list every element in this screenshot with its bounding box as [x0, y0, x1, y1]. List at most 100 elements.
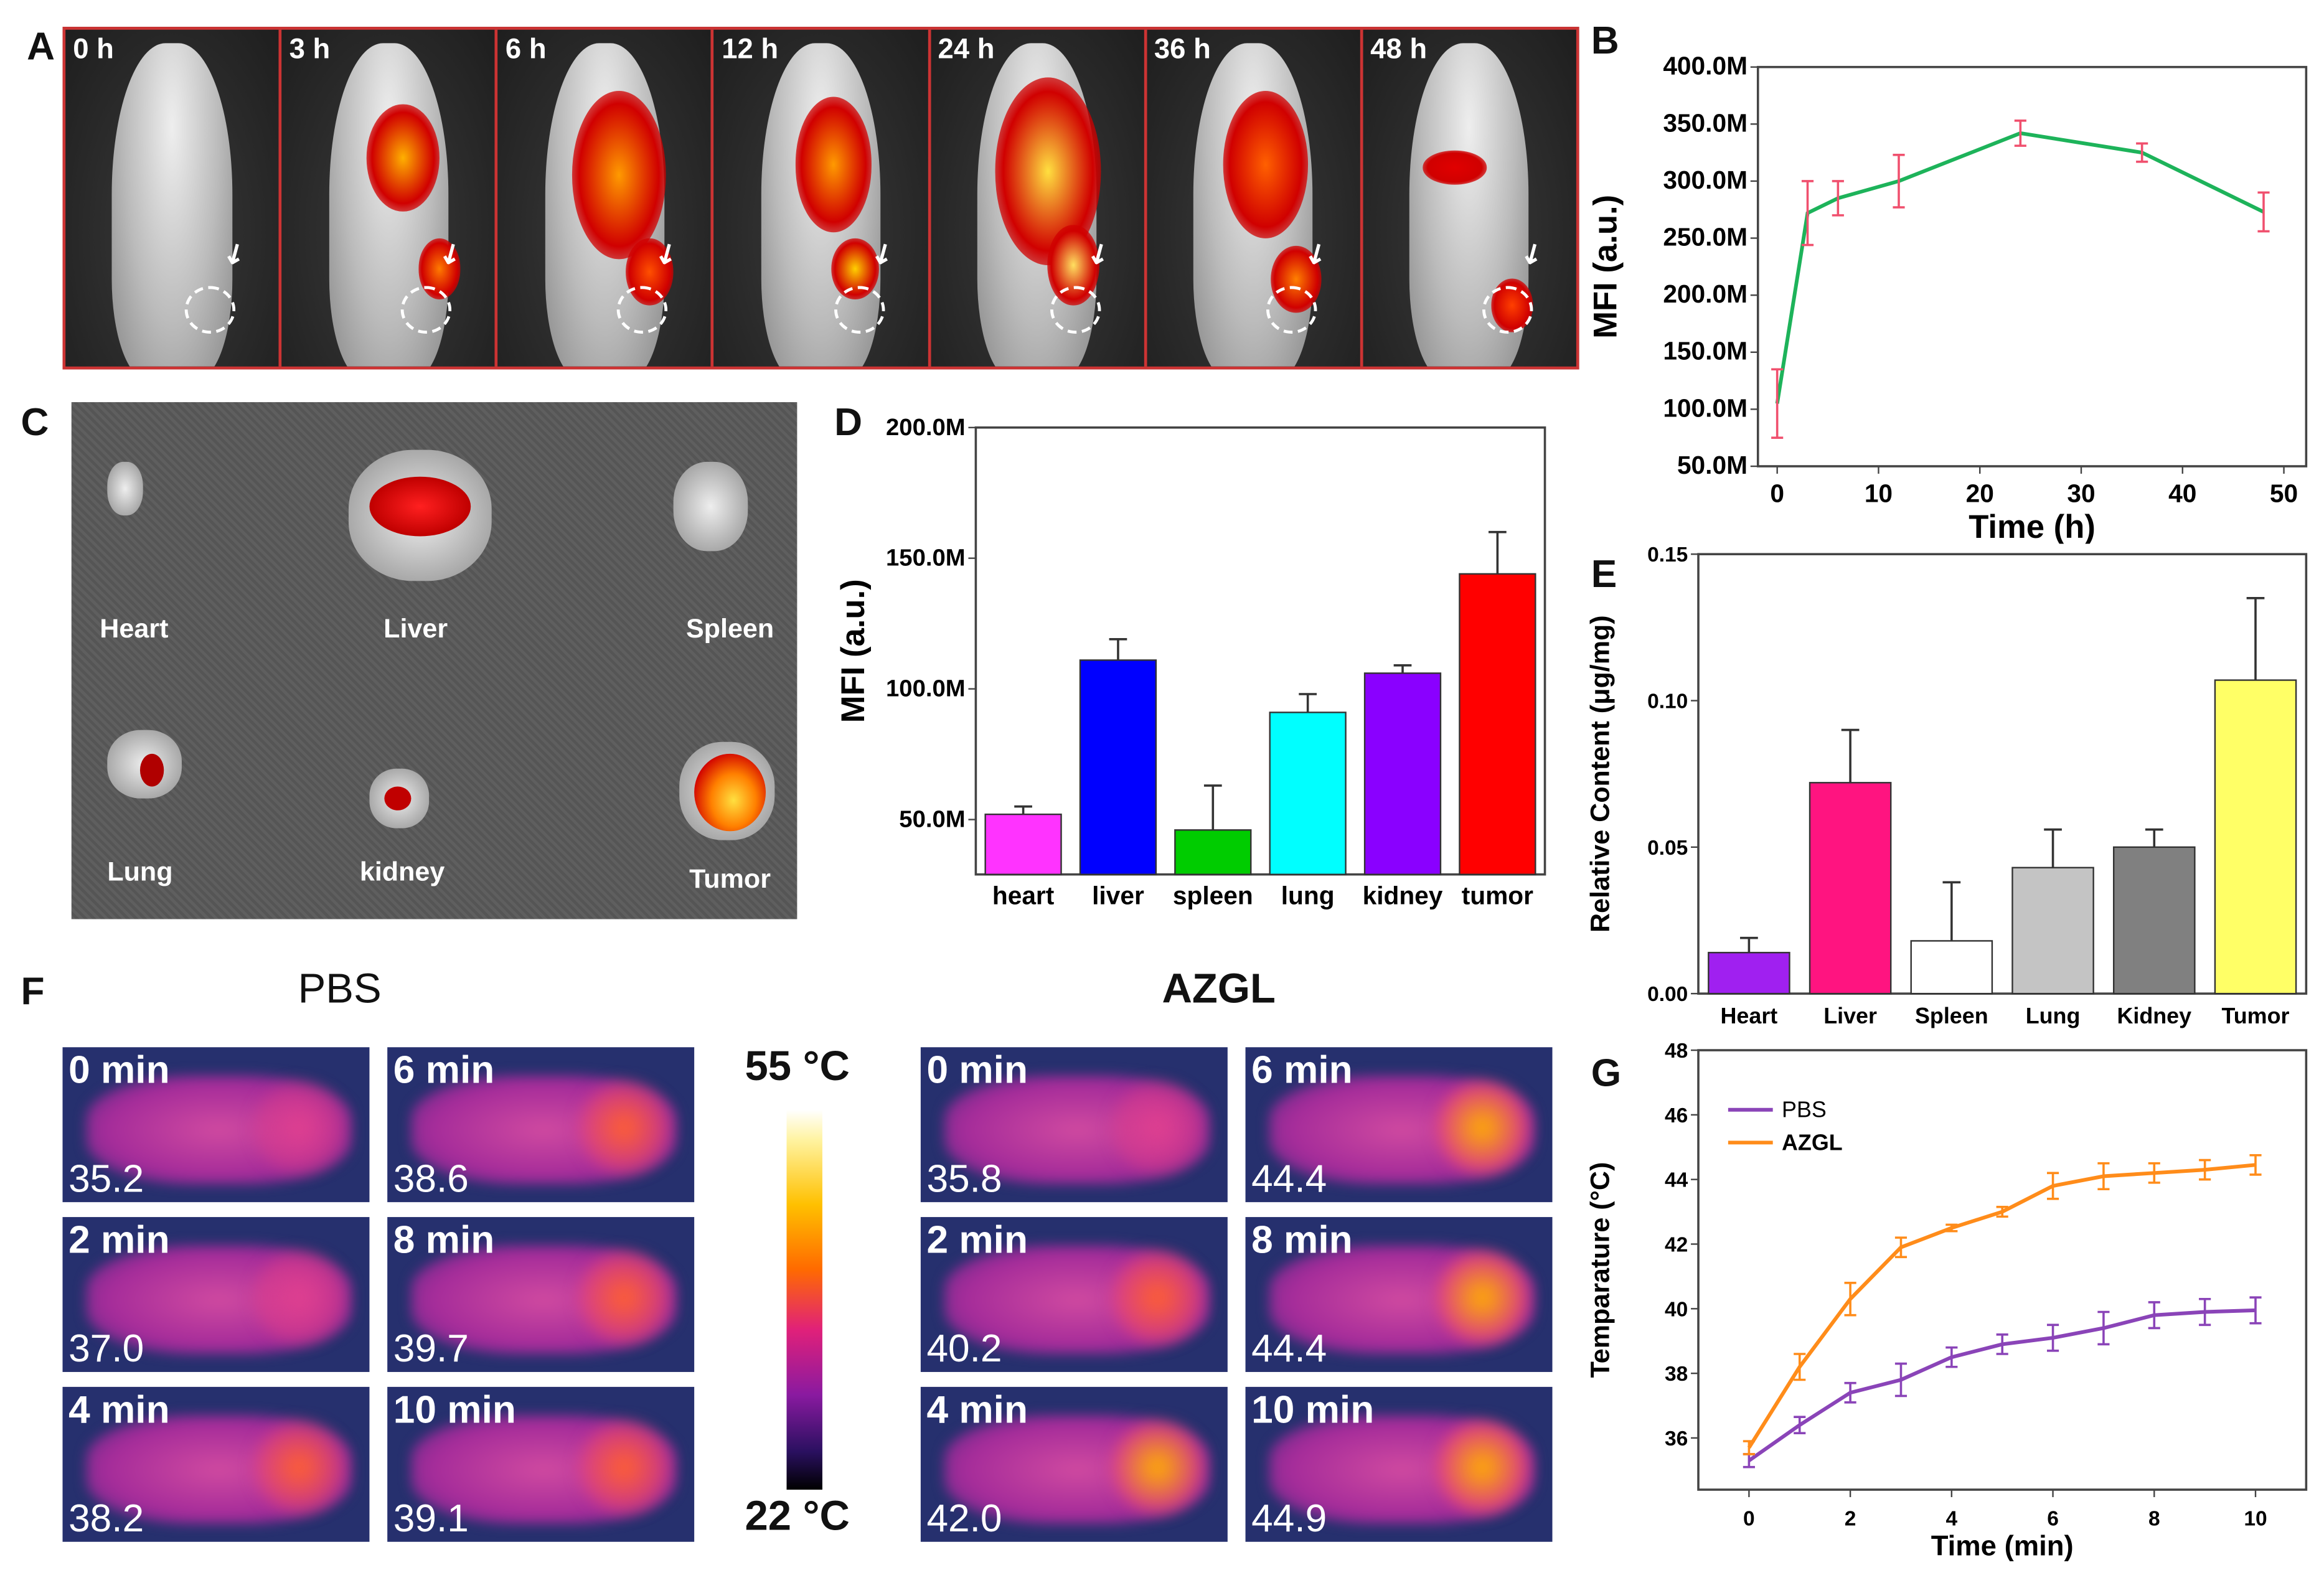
plot-frame — [1697, 553, 2308, 995]
hot-spot — [1111, 1251, 1203, 1345]
x-tick-label: Liver — [1823, 1003, 1877, 1028]
panel-label-d: D — [834, 399, 863, 444]
tile-temperature: 44.4 — [1251, 1325, 1327, 1371]
panel-label-b: B — [1591, 17, 1619, 63]
tumor-circle — [617, 285, 669, 334]
tile-time: 6 min — [393, 1047, 495, 1093]
y-tick-label: 40 — [1665, 1298, 1688, 1321]
tumor-circle — [401, 285, 452, 334]
x-axis-label: Time (h) — [1969, 509, 2096, 544]
x-tick-label: Lung — [2026, 1003, 2081, 1028]
panel-label-a: A — [27, 24, 55, 69]
hot-spot — [253, 1421, 346, 1514]
bar-lung — [2011, 867, 2094, 995]
tile-time: 2 min — [68, 1217, 170, 1262]
imaging-frame: ↙ 0 h — [65, 29, 282, 367]
fluorescence-signal — [795, 96, 872, 232]
y-tick-label: 300.0M — [1663, 166, 1748, 194]
panel-label-e: E — [1591, 551, 1617, 596]
tile-time: 10 min — [393, 1386, 516, 1432]
x-tick-label: Tumor — [2222, 1003, 2290, 1028]
in-vivo-imaging-strip: ↙ 0 h ↙ 3 h ↙ 6 h ↙ 12 h ↙ 24 h ↙ 36 h ↙ 48 h — [62, 27, 1579, 370]
thermal-tile: 10 min 44.9 — [1245, 1386, 1553, 1542]
azgl-title: AZGL — [1162, 965, 1276, 1012]
tumor-circle — [1050, 285, 1101, 334]
hot-spot — [577, 1251, 670, 1345]
x-tick-label: 8 — [2148, 1507, 2160, 1530]
organ-spleen-image — [673, 461, 748, 552]
tile-temperature: 44.9 — [1251, 1495, 1327, 1541]
tile-time: 4 min — [68, 1386, 170, 1432]
y-axis-label: Temparature (°C) — [1585, 1162, 1615, 1378]
y-tick-label: 36 — [1665, 1427, 1688, 1450]
frame-time-label: 6 h — [505, 34, 547, 66]
y-tick-label: 250.0M — [1663, 223, 1748, 251]
bar-lung — [1269, 712, 1347, 875]
bar-heart — [984, 813, 1062, 875]
bar-liver — [1079, 659, 1157, 875]
ex-vivo-organ-image: Heart Liver Spleen Lung kidney Tumor — [71, 402, 797, 919]
frame-time-label: 12 h — [722, 34, 779, 66]
y-tick-label: 46 — [1665, 1104, 1688, 1127]
organ-label: kidney — [359, 856, 445, 886]
x-tick-label: 20 — [1966, 479, 1994, 507]
organ-label: Tumor — [689, 863, 771, 894]
y-tick-label: 38 — [1665, 1363, 1688, 1386]
tile-temperature: 42.0 — [926, 1495, 1002, 1541]
x-tick-label: 0 — [1743, 1507, 1755, 1530]
tile-time: 0 min — [926, 1047, 1028, 1093]
tile-temperature: 38.2 — [68, 1495, 144, 1541]
imaging-frame: ↙ 36 h — [1146, 29, 1363, 367]
chart-b-mfi-time: 50.0M 100.0M 150.0M 200.0M 250.0M 300.0M 350.0… — [1587, 52, 2308, 544]
organ-kidney-image — [369, 768, 430, 829]
fluorescence-signal — [572, 90, 667, 259]
tumor-circle — [1482, 285, 1533, 334]
x-tick-label: kidney — [1363, 881, 1443, 910]
tile-temperature: 44.4 — [1251, 1155, 1327, 1201]
tile-time: 8 min — [393, 1217, 495, 1262]
thermal-tile: 8 min 44.4 — [1245, 1217, 1553, 1372]
legend-label: AZGL — [1782, 1130, 1843, 1155]
tile-time: 2 min — [926, 1217, 1028, 1262]
y-tick-label: 0.00 — [1647, 983, 1688, 1006]
thermal-tile: 0 min 35.8 — [920, 1047, 1228, 1203]
y-tick-label: 0.10 — [1647, 690, 1688, 713]
tile-time: 8 min — [1251, 1217, 1353, 1262]
organ-lung-image — [107, 730, 182, 799]
x-axis-label: Time (min) — [1931, 1530, 2074, 1561]
imaging-frame: ↙ 3 h — [281, 29, 498, 367]
panel-label-f: F — [21, 968, 45, 1013]
x-tick-label: 40 — [2168, 479, 2196, 507]
y-tick-label: 100.0M — [886, 675, 966, 702]
thermal-tile: 6 min 38.6 — [387, 1047, 695, 1203]
thermal-tile: 4 min 42.0 — [920, 1386, 1228, 1542]
hot-spot — [1436, 1421, 1528, 1514]
plot-frame — [974, 426, 1546, 876]
y-tick-label: 50.0M — [1677, 451, 1748, 479]
frame-time-label: 0 h — [73, 34, 114, 66]
tumor-circle — [834, 285, 885, 334]
hot-spot — [577, 1421, 670, 1514]
bar-spleen — [1910, 940, 1993, 995]
y-tick-label: 0.15 — [1647, 543, 1688, 566]
imaging-frame: ↙ 48 h — [1363, 29, 1576, 367]
fluorescence-signal — [1423, 151, 1487, 185]
tile-temperature: 35.8 — [926, 1155, 1002, 1201]
organ-tumor-image — [679, 741, 775, 840]
bar-spleen — [1174, 829, 1252, 875]
panel-label-g: G — [1591, 1050, 1622, 1095]
fluorescence-signal — [1223, 90, 1309, 239]
tile-temperature: 38.6 — [393, 1155, 469, 1201]
imaging-frame: ↙ 24 h — [930, 29, 1147, 367]
chart-d-organ-mfi: 50.0M 100.0M 150.0M 200.0M MFI (a.u.) heart li… — [835, 414, 1546, 910]
thermal-tile: 2 min 37.0 — [62, 1217, 370, 1372]
x-tick-label: 30 — [2067, 479, 2095, 507]
thermal-tile: 4 min 38.2 — [62, 1386, 370, 1542]
hot-spot — [253, 1251, 346, 1345]
x-tick-label: 50 — [2270, 479, 2298, 507]
x-tick-label: heart — [992, 881, 1055, 910]
hot-spot — [1436, 1251, 1528, 1345]
x-tick-label: 2 — [1845, 1507, 1856, 1530]
hot-spot — [1436, 1081, 1528, 1175]
